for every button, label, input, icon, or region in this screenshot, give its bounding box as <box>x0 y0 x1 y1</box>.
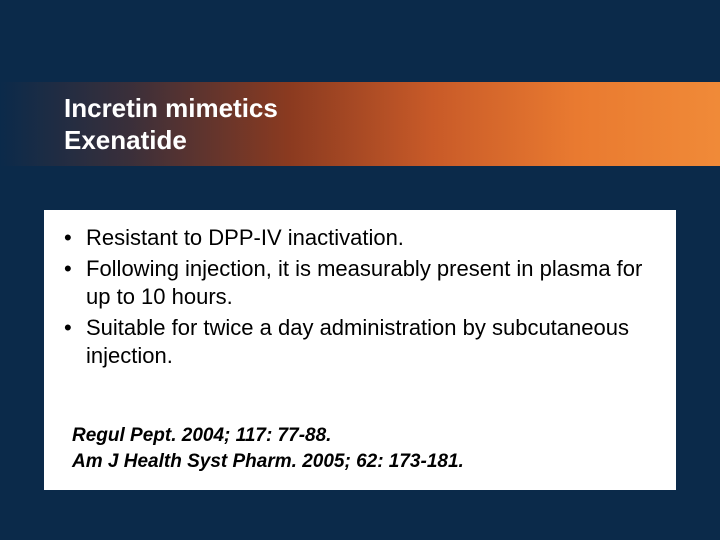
bullet-list: Resistant to DPP-IV inactivation. Follow… <box>60 224 660 371</box>
reference-line: Am J Health Syst Pharm. 2005; 62: 173-18… <box>72 449 660 475</box>
body-area: Resistant to DPP-IV inactivation. Follow… <box>44 210 676 490</box>
reference-line: Regul Pept. 2004; 117: 77-88. <box>72 423 660 449</box>
title-line-2: Exenatide <box>64 124 720 157</box>
bullet-item: Following injection, it is measurably pr… <box>60 255 660 312</box>
title-bar: Incretin mimetics Exenatide <box>0 82 720 166</box>
bullet-item: Suitable for twice a day administration … <box>60 314 660 371</box>
slide: Incretin mimetics Exenatide Resistant to… <box>0 0 720 540</box>
title-line-1: Incretin mimetics <box>64 92 720 125</box>
references: Regul Pept. 2004; 117: 77-88. Am J Healt… <box>60 423 660 474</box>
bullet-item: Resistant to DPP-IV inactivation. <box>60 224 660 253</box>
